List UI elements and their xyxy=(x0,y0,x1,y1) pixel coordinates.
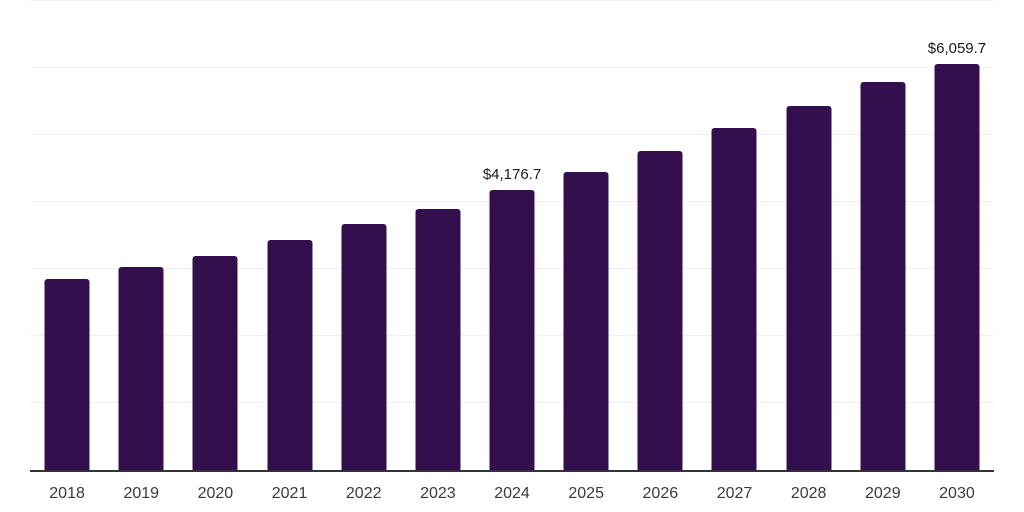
bar-2029[interactable] xyxy=(860,81,906,470)
bar-group-2020 xyxy=(178,1,252,470)
x-tick-2018: 2018 xyxy=(49,485,85,502)
bar-2020[interactable] xyxy=(192,256,238,470)
bar-group-2024: $4,176.7 xyxy=(475,1,549,470)
bar-group-2022 xyxy=(327,1,401,470)
x-tick-2027: 2027 xyxy=(716,485,753,502)
bar-value-label-2024: $4,176.7 xyxy=(482,166,542,184)
bar-group-2030: $6,059.7 xyxy=(920,1,994,470)
x-tick-2020: 2020 xyxy=(197,485,234,502)
bar-2026[interactable] xyxy=(637,151,683,470)
bar-2027[interactable] xyxy=(711,127,757,470)
bar-2023[interactable] xyxy=(415,209,461,470)
bar-group-2025 xyxy=(549,1,623,470)
x-tick-2025: 2025 xyxy=(568,485,604,502)
bar-value-label-2030: $6,059.7 xyxy=(927,40,987,58)
bar-group-2021 xyxy=(252,1,326,470)
x-tick-2026: 2026 xyxy=(642,485,679,502)
bar-group-2026 xyxy=(623,1,697,470)
bar-group-2023 xyxy=(401,1,475,470)
bar-group-2019 xyxy=(104,1,178,470)
bar-2025[interactable] xyxy=(563,171,609,470)
gridline xyxy=(30,67,994,68)
x-tick-2024: 2024 xyxy=(494,485,530,502)
bar-2030[interactable] xyxy=(934,64,980,470)
plot-area: $4,176.7 $6,059.7 xyxy=(30,0,994,472)
bar-group-2028 xyxy=(772,1,846,470)
x-axis-tick-labels: 2018 2019 2020 2021 2022 2023 2024 2025 2026 2027… xyxy=(30,484,994,504)
x-tick-2030: 2030 xyxy=(939,485,975,502)
bar-group-2029 xyxy=(846,1,920,470)
bars-row: $4,176.7 $6,059.7 xyxy=(30,1,994,470)
gridline xyxy=(30,0,994,1)
x-tick-2021: 2021 xyxy=(271,485,308,502)
x-tick-2019: 2019 xyxy=(123,485,160,502)
bar-group-2027 xyxy=(697,1,771,470)
bar-2024[interactable] xyxy=(489,190,535,470)
x-tick-2022: 2022 xyxy=(345,485,382,502)
gridline xyxy=(30,134,994,135)
bar-2022[interactable] xyxy=(341,224,387,470)
x-tick-2029: 2029 xyxy=(865,485,901,502)
bar-2028[interactable] xyxy=(786,105,832,470)
bar-2018[interactable] xyxy=(44,279,90,470)
bar-2019[interactable] xyxy=(118,267,164,470)
x-tick-2023: 2023 xyxy=(420,485,456,502)
bar-group-2018 xyxy=(30,1,104,470)
x-tick-2028: 2028 xyxy=(790,485,827,502)
bar-2021[interactable] xyxy=(267,239,313,470)
